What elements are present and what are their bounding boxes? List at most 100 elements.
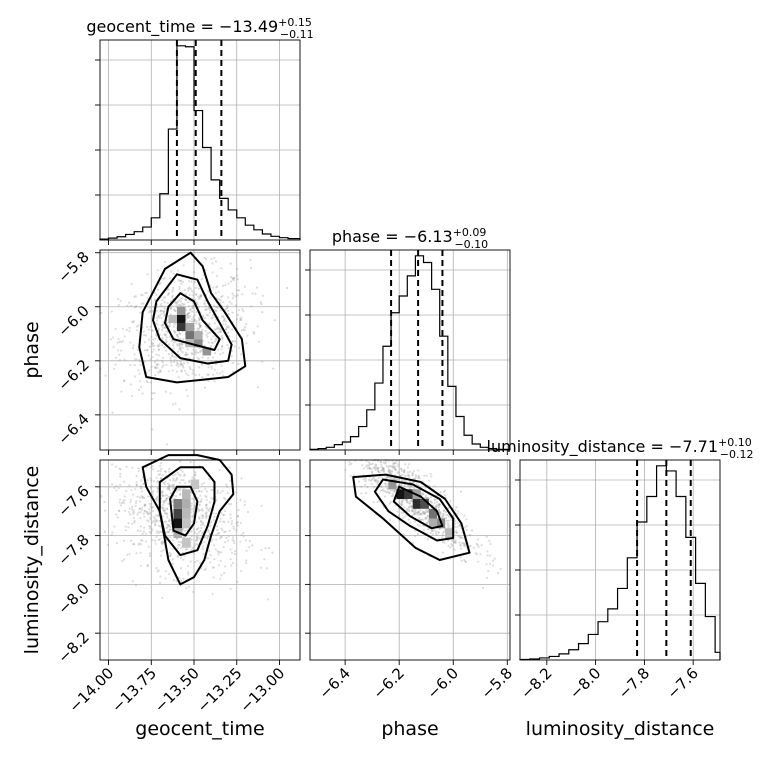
scatter-point: [104, 509, 107, 512]
scatter-point: [181, 487, 185, 490]
scatter-point: [229, 558, 232, 561]
scatter-point: [159, 554, 163, 557]
scatter-point: [380, 469, 383, 472]
scatter-point: [214, 310, 217, 313]
scatter-point: [222, 320, 225, 323]
scatter-point: [454, 508, 457, 511]
scatter-point: [389, 464, 392, 467]
scatter-point: [170, 354, 174, 358]
scatter-point: [228, 335, 231, 338]
scatter-point: [454, 530, 458, 533]
scatter-point: [162, 310, 165, 313]
scatter-point: [168, 467, 171, 470]
scatter-point: [410, 509, 413, 512]
scatter-point: [159, 575, 162, 578]
scatter-point: [205, 258, 208, 261]
scatter-point: [400, 484, 403, 487]
scatter-point: [136, 329, 139, 332]
scatter-point: [408, 501, 412, 504]
scatter-point: [177, 487, 180, 490]
scatter-point: [173, 358, 176, 361]
scatter-point: [223, 318, 226, 321]
scatter-point: [143, 510, 146, 513]
scatter-point: [409, 499, 412, 502]
scatter-point: [195, 351, 198, 354]
scatter-point: [161, 543, 164, 546]
scatter-point: [427, 509, 430, 512]
scatter-point: [219, 577, 222, 580]
scatter-point: [160, 312, 163, 315]
scatter-point: [161, 361, 164, 364]
scatter-point: [175, 490, 178, 493]
scatter-point: [219, 372, 222, 375]
scatter-point: [263, 558, 266, 561]
scatter-point: [211, 316, 214, 319]
scatter-point: [148, 502, 151, 505]
scatter-point: [161, 366, 164, 369]
scatter-point: [166, 507, 169, 510]
scatter-point: [265, 567, 268, 570]
scatter-point: [220, 535, 223, 538]
scatter-point: [461, 536, 464, 539]
scatter-point: [230, 522, 233, 526]
scatter-point: [425, 510, 428, 513]
scatter-point: [178, 344, 181, 348]
scatter-point: [204, 308, 207, 311]
scatter-point: [397, 471, 400, 474]
scatter-point: [197, 295, 200, 298]
scatter-point: [139, 551, 142, 554]
scatter-point: [368, 467, 371, 470]
scatter-point: [376, 467, 379, 470]
scatter-point: [175, 537, 178, 540]
scatter-point: [203, 568, 206, 572]
scatter-point: [429, 500, 433, 503]
scatter-point: [194, 322, 198, 325]
scatter-point: [213, 304, 216, 307]
scatter-point: [404, 474, 407, 477]
scatter-point: [489, 562, 492, 565]
scatter-point: [402, 511, 405, 514]
scatter-point: [233, 345, 236, 348]
scatter-point: [140, 487, 143, 490]
scatter-point: [380, 485, 383, 488]
scatter-point: [450, 543, 453, 546]
scatter-point: [206, 535, 209, 539]
scatter-point: [382, 488, 385, 491]
scatter-point: [205, 515, 208, 518]
scatter-point: [394, 469, 397, 472]
scatter-point: [205, 503, 208, 506]
scatter-point: [384, 485, 388, 488]
scatter-point: [185, 353, 188, 356]
scatter-point: [158, 344, 161, 347]
scatter-point: [183, 288, 186, 292]
scatter-point: [204, 487, 207, 490]
scatter-point: [417, 469, 420, 472]
scatter-point: [366, 464, 369, 467]
scatter-point: [171, 339, 174, 342]
scatter-point: [156, 519, 159, 523]
scatter-point: [201, 521, 204, 524]
scatter-point: [178, 343, 181, 346]
scatter-point: [374, 479, 377, 482]
scatter-point: [186, 312, 189, 316]
scatter-point: [200, 526, 203, 530]
scatter-point: [176, 547, 179, 550]
scatter-point: [198, 347, 201, 350]
scatter-point: [457, 510, 460, 513]
scatter-point: [429, 500, 432, 503]
scatter-point: [189, 460, 192, 464]
scatter-point: [452, 538, 455, 541]
scatter-point: [220, 295, 223, 298]
scatter-point: [130, 489, 133, 492]
density-cell: [396, 489, 405, 500]
scatter-point: [370, 463, 373, 466]
scatter-point: [229, 479, 232, 482]
scatter-point: [206, 373, 209, 376]
scatter-point: [414, 477, 417, 480]
scatter-point: [205, 515, 208, 518]
scatter-point: [147, 328, 151, 331]
scatter-point: [212, 519, 215, 522]
scatter-point: [190, 352, 193, 355]
scatter-point: [174, 309, 177, 312]
scatter-point: [222, 546, 225, 549]
